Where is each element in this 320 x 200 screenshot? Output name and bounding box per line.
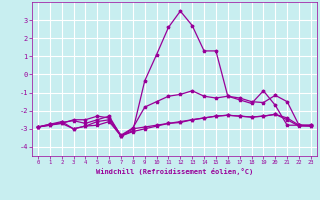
X-axis label: Windchill (Refroidissement éolien,°C): Windchill (Refroidissement éolien,°C) <box>96 168 253 175</box>
